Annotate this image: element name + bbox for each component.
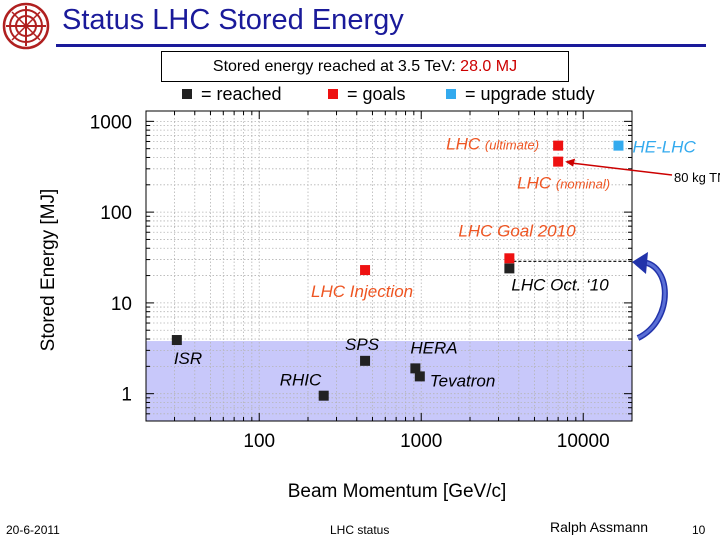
footer-date: 20-6-2011 — [6, 523, 60, 537]
legend-marker — [446, 89, 456, 99]
legend-label: = upgrade study — [465, 84, 595, 104]
point-label: RHIC — [280, 371, 322, 390]
y-tick-label: 10 — [111, 294, 132, 315]
stored-energy-callout: Stored energy reached at 3.5 TeV: 28.0 M… — [161, 51, 569, 82]
legend-marker — [182, 89, 192, 99]
curved-arrow-head — [632, 252, 648, 274]
data-point — [504, 263, 515, 274]
tnt-arrow-line — [568, 161, 673, 176]
y-tick-label: 1 — [121, 385, 132, 406]
x-tick-label: 1000 — [400, 431, 442, 452]
point-label: HERA — [410, 338, 457, 357]
data-point — [414, 371, 425, 382]
title-rule — [56, 44, 706, 47]
point-label: Tevatron — [430, 371, 496, 390]
plot-frame — [145, 110, 633, 422]
data-point — [553, 156, 564, 167]
point-label: LHC Oct. ‘10 — [511, 275, 609, 294]
data-point — [318, 390, 329, 401]
data-point — [553, 140, 564, 151]
data-point — [171, 335, 182, 346]
y-axis-label: Stored Energy [MJ] — [38, 189, 59, 352]
point-label: LHC Goal 2010 — [458, 221, 576, 240]
footer-author: Ralph Assmann — [550, 519, 649, 535]
point-label: ISR — [174, 349, 202, 368]
tnt-annotation: 80 kg TNT — [674, 170, 720, 185]
legend-label: = goals — [347, 84, 406, 104]
reached-band — [146, 341, 632, 421]
x-tick-label: 100 — [243, 431, 275, 452]
point-label: LHC Injection — [311, 282, 413, 301]
data-point — [410, 363, 421, 374]
legend-marker — [328, 89, 338, 99]
x-axis-label: Beam Momentum [GeV/c] — [288, 481, 507, 502]
data-point — [360, 355, 371, 366]
y-tick-label: 100 — [100, 203, 132, 224]
page-title: Status LHC Stored Energy — [62, 4, 404, 36]
tnt-arrow-head — [565, 158, 576, 167]
y-tick-label: 1000 — [90, 112, 132, 133]
curved-arrow — [637, 260, 667, 340]
data-point — [360, 265, 371, 276]
footer-page: 10 — [692, 523, 706, 537]
cern-logo — [2, 2, 50, 50]
point-label: LHC (ultimate) — [446, 135, 539, 154]
point-label: SPS — [345, 335, 380, 354]
point-label: HE-LHC — [632, 138, 696, 157]
legend-label: = reached — [201, 84, 282, 104]
point-label: LHC (nominal) — [517, 174, 610, 193]
data-point — [613, 140, 624, 151]
callout-prefix: Stored energy reached at 3.5 TeV: — [212, 58, 461, 75]
x-tick-label: 10000 — [557, 431, 610, 452]
data-point — [504, 253, 515, 264]
footer-center: LHC status — [330, 523, 390, 537]
callout-value: 28.0 MJ — [460, 58, 518, 75]
